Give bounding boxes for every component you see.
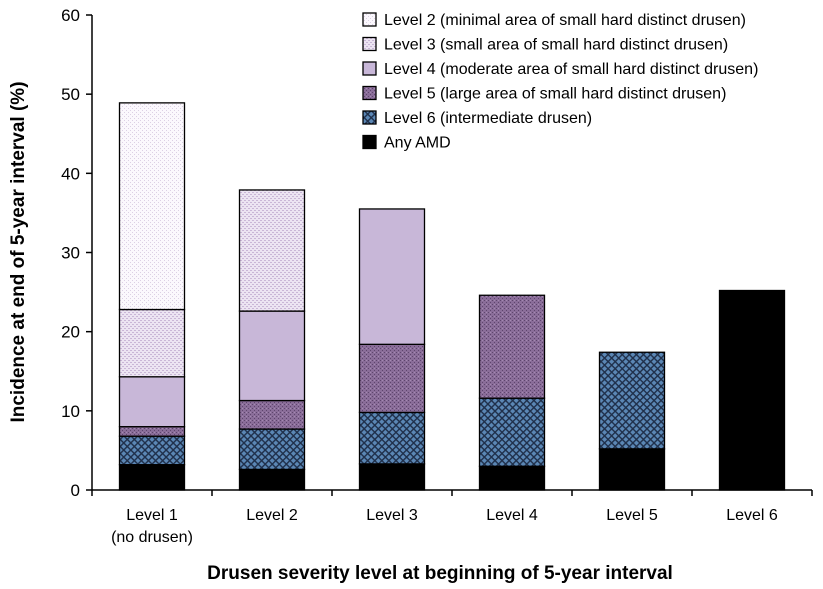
x-tick-label: Level 5	[606, 507, 658, 524]
x-tick-label: Level 4	[486, 507, 538, 524]
bar-segment-any-amd	[478, 465, 546, 491]
legend-label-level-4: Level 4 (moderate area of small hard dis…	[384, 61, 758, 78]
bar-segment-level-2	[118, 102, 186, 311]
bars	[118, 102, 786, 491]
bar-segment-level-6	[598, 351, 666, 450]
bar-segment-level-5	[118, 426, 186, 437]
legend-swatch-level-5	[362, 85, 377, 101]
bar-segment-any-amd	[718, 289, 786, 491]
bar-segment-level-3	[238, 189, 306, 312]
bar-segment-level-4	[358, 208, 426, 345]
y-tick-label: 60	[61, 6, 80, 25]
bar-segment-level-5	[478, 294, 546, 399]
y-axis-title: Incidence at end of 5-year interval (%)	[8, 81, 29, 422]
y-tick-label: 20	[61, 323, 80, 342]
x-tick-label: Level 2	[246, 507, 298, 524]
legend-label-level-2: Level 2 (minimal area of small hard dist…	[384, 12, 746, 29]
bar-segment-level-4	[118, 376, 186, 428]
bar-segment-level-6	[118, 435, 186, 466]
bar-segment-level-6	[358, 411, 426, 465]
legend-swatch-level-3	[362, 36, 377, 52]
x-axis-ticks: Level 1 (no drusen) Level 2 Level 3 Level 4 L…	[91, 490, 813, 546]
bar-segment-level-5	[238, 399, 306, 430]
x-tick-label: Level 3	[366, 507, 418, 524]
bar-segment-any-amd	[238, 468, 306, 491]
y-tick-label: 10	[61, 402, 80, 421]
legend-label-level-6: Level 6 (intermediate drusen)	[384, 110, 592, 127]
legend-swatch-level-6	[362, 110, 377, 125]
bar-segment-any-amd	[358, 463, 426, 491]
y-axis-ticks: 0 10 20 30 40 50 60	[61, 6, 92, 500]
legend-swatch-any-amd	[362, 134, 377, 150]
x-axis-title: Drusen severity level at beginning of 5-…	[207, 563, 673, 584]
legend-swatch-level-2	[362, 12, 377, 27]
legend-swatch-level-4	[362, 61, 377, 76]
bar-segment-level-6	[478, 397, 546, 467]
bar-segment-any-amd	[118, 464, 186, 491]
bar-segment-any-amd	[598, 448, 666, 491]
legend-label-any-amd: Any AMD	[384, 135, 451, 152]
y-tick-label: 40	[61, 164, 80, 183]
legend-label-level-3: Level 3 (small area of small hard distin…	[384, 37, 728, 54]
bar-segment-level-3	[118, 308, 186, 378]
x-tick-label: Level 6	[726, 507, 778, 524]
y-tick-label: 50	[61, 85, 80, 104]
bar-segment-level-5	[358, 343, 426, 414]
x-tick-label: Level 1 (no drusen)	[111, 507, 193, 546]
y-tick-label: 30	[61, 244, 80, 263]
legend-label-level-5: Level 5 (large area of small hard distin…	[384, 86, 726, 103]
legend: Level 2 (minimal area of small hard dist…	[362, 12, 758, 152]
bar-segment-level-4	[238, 310, 306, 402]
y-tick-label: 0	[71, 481, 80, 500]
bar-segment-level-6	[238, 428, 306, 471]
